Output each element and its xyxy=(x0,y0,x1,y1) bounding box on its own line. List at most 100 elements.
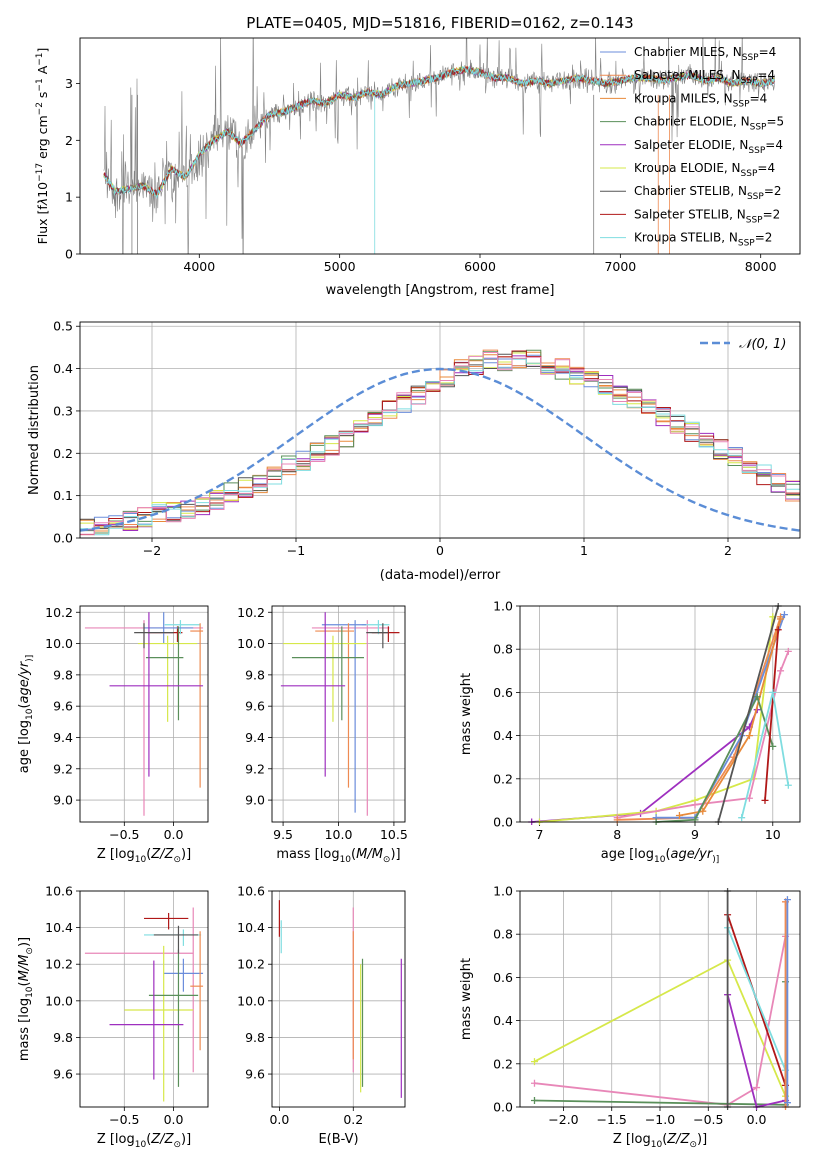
massweight-age-series-line-salpeter-stelib xyxy=(764,629,780,801)
mass-z-errorbar-point xyxy=(124,945,194,1102)
residual-y-tick-label: 0.1 xyxy=(53,488,73,503)
age-z-errorbar-point xyxy=(134,623,174,649)
massweight-age-point-marker xyxy=(784,781,792,789)
massweight-z-y-tick-label: 0.8 xyxy=(493,927,513,942)
massweight-z-x-tick-label: −1.5 xyxy=(597,1112,627,1127)
spectrum-y-tick-label: 2 xyxy=(65,133,73,148)
mass-z-errorbar-point xyxy=(190,931,204,1051)
spectrum-legend-label: Salpeter STELIB, NSSP=2 xyxy=(634,207,780,225)
age-vs-mass-chart: 9.5 10.0 10.5 9.0 9.2 9.4 9.6 9.8 10.0 10.2 mass [… xyxy=(237,605,408,865)
mass-ebv-x-axis-label: E(B-V) xyxy=(318,1132,358,1147)
massweight-age-point-marker xyxy=(777,615,785,623)
mass-ebv-y-tick-label: 10.0 xyxy=(237,993,265,1008)
residual-x-tick-label: −1 xyxy=(287,543,305,558)
residual-x-axis-label: (data-model)/error xyxy=(380,568,501,583)
age-z-x-tick-label: 0.0 xyxy=(164,827,184,842)
spectrum-y-axis-label: Flux [fλ10−17 erg cm−2 s−1 A−1] xyxy=(35,48,50,245)
massweight-age-point-marker xyxy=(738,814,746,822)
age-mass-errorbar-point xyxy=(371,626,400,642)
massweight-age-y-tick-label: 0.4 xyxy=(493,728,513,743)
mass-z-errorbar-point xyxy=(163,958,204,992)
residual-x-tick-label: 0 xyxy=(436,543,444,558)
spectrum-x-tick-label: 8000 xyxy=(745,259,777,274)
age-mass-errorbar-point xyxy=(361,620,390,635)
massweight-z-y-tick-label: 0.2 xyxy=(493,1056,513,1071)
massweight-age-series-line-chabrier-stelib xyxy=(717,605,780,823)
spectrum-legend-label: Chabrier ELODIE, NSSP=5 xyxy=(634,115,784,133)
mass-z-errorbar-point xyxy=(148,949,199,1087)
age-mass-errorbar-point xyxy=(291,626,364,721)
mass-z-x-tick-label: 0.0 xyxy=(164,1112,184,1127)
massweight-age-y-tick-label: 1.0 xyxy=(493,599,513,614)
age-z-errorbar-point xyxy=(109,612,204,777)
residual-y-tick-label: 0.4 xyxy=(53,361,73,376)
age-z-errorbar-point xyxy=(84,620,204,816)
age-mass-errorbar-point xyxy=(315,623,355,788)
massweight-z-x-tick-label: 0.0 xyxy=(747,1112,767,1127)
massweight-z-point-marker xyxy=(530,1058,538,1066)
spectrum-x-tick-label: 4000 xyxy=(183,259,215,274)
age-z-y-tick-label: 9.4 xyxy=(53,730,73,745)
residual-y-tick-label: 0.0 xyxy=(53,531,73,546)
residual-x-tick-label: 2 xyxy=(724,543,732,558)
massweight-z-x-tick-label: −0.5 xyxy=(693,1112,723,1127)
age-z-y-tick-label: 9.2 xyxy=(53,761,73,776)
massweight-age-x-tick-label: 9 xyxy=(691,827,699,842)
mass-z-frame xyxy=(79,890,209,1108)
age-mass-y-tick-label: 9.6 xyxy=(245,699,265,714)
massweight-age-point-marker xyxy=(777,667,785,675)
residual-y-tick-label: 0.3 xyxy=(53,403,73,418)
spectrum-plot-area xyxy=(103,38,775,254)
age-mass-errorbar-point xyxy=(366,623,389,649)
spectrum-legend-label: Kroupa ELODIE, NSSP=4 xyxy=(634,161,775,179)
residual-histogram-step-pink xyxy=(80,352,800,535)
massweight-age-y-tick-label: 0.2 xyxy=(493,771,513,786)
massweight-z-y-tick-label: 0.0 xyxy=(493,1100,513,1115)
massweight-age-point-marker xyxy=(769,742,777,750)
mass-ebv-y-tick-label: 10.2 xyxy=(237,957,265,972)
age-z-frame xyxy=(79,605,209,823)
mass-z-x-axis-label: Z [log10(Z/Z⊙)] xyxy=(97,1132,191,1150)
mass-z-errorbar-point xyxy=(109,960,184,1080)
spectrum-x-tick-label: 6000 xyxy=(464,259,496,274)
massweight-age-y-tick-label: 0.0 xyxy=(493,815,513,830)
age-mass-y-tick-label: 9.4 xyxy=(245,730,265,745)
age-mass-x-axis-label: mass [log10(M/M⊙)] xyxy=(276,847,400,865)
mass-ebv-plot-area xyxy=(278,900,402,1098)
spectrum-y-tick-label: 0 xyxy=(65,247,73,262)
spectrum-x-tick-label: 5000 xyxy=(324,259,356,274)
age-mass-x-tick-label: 9.5 xyxy=(273,827,293,842)
residual-x-tick-label: 1 xyxy=(580,543,588,558)
massweight-age-x-tick-label: 10 xyxy=(765,827,781,842)
age-mass-y-tick-label: 9.2 xyxy=(245,761,265,776)
mass-ebv-frame xyxy=(271,890,406,1108)
mass-vs-ebv-chart: 0.0 0.2 9.6 9.8 10.0 10.2 10.4 10.6 E(B-V) xyxy=(237,884,406,1147)
massweight-z-point-marker xyxy=(530,1079,538,1087)
mass-z-y-tick-label: 9.6 xyxy=(53,1067,73,1082)
massweight-z-point-marker xyxy=(530,1097,538,1105)
massweight-z-y-tick-label: 0.4 xyxy=(493,1013,513,1028)
age-mass-x-tick-label: 10.5 xyxy=(380,827,408,842)
massweight-age-x-tick-label: 8 xyxy=(613,827,621,842)
massweight-age-point-marker xyxy=(784,647,792,655)
age-z-x-axis-label: Z [log10(Z/Z⊙)] xyxy=(97,847,191,865)
age-mass-errorbar-point xyxy=(280,612,346,777)
massweight-vs-age-chart: 7 8 9 10 0.0 0.2 0.4 0.6 0.8 1.0 age [log10(age/yr… xyxy=(459,599,801,865)
massweight-age-y-axis-label: mass weight xyxy=(459,673,474,755)
mass-z-y-tick-label: 10.4 xyxy=(45,920,73,935)
massweight-z-y-tick-label: 0.6 xyxy=(493,970,513,985)
spectrum-model-line-kroupa-stelib xyxy=(103,65,775,199)
age-z-y-tick-label: 10.2 xyxy=(45,605,73,620)
age-mass-y-tick-label: 10.0 xyxy=(237,636,265,651)
massweight-age-series-line-kroupa-miles xyxy=(679,618,782,817)
age-z-errorbar-point xyxy=(138,635,198,722)
spectrum-legend-label: Salpeter ELODIE, NSSP=4 xyxy=(634,138,783,156)
age-z-y-axis-label: age [log10(age/yr)] xyxy=(17,655,35,773)
massweight-z-y-tick-label: 1.0 xyxy=(493,884,513,899)
mass-z-y-tick-label: 10.6 xyxy=(45,884,73,899)
mass-z-y-tick-label: 10.2 xyxy=(45,957,73,972)
age-z-y-tick-label: 9.8 xyxy=(53,667,73,682)
mass-z-y-axis-label: mass [log10(M/M⊙)] xyxy=(17,937,35,1061)
massweight-z-point-marker xyxy=(783,896,791,904)
age-mass-y-tick-label: 9.8 xyxy=(245,667,265,682)
